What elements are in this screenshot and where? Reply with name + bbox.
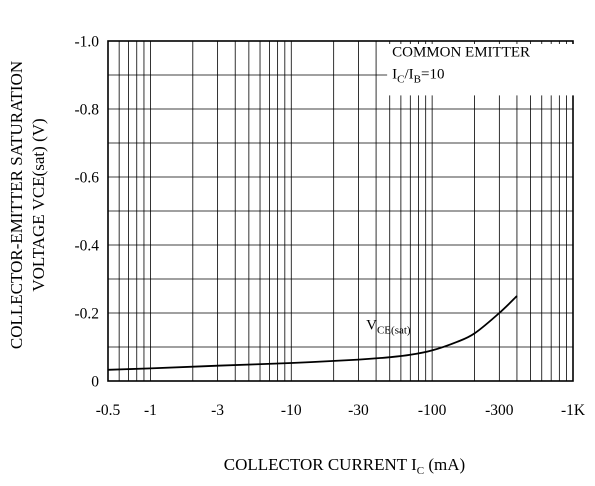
y-axis-title-line1: COLLECTOR-EMITTER SATURATION: [7, 61, 26, 349]
y-tick-label: -0.2: [74, 306, 99, 323]
annotation: COMMON EMITTER IC/IB=10: [387, 44, 588, 96]
annotation-ratio: =10: [421, 66, 444, 82]
plot-frame: [107, 40, 574, 382]
annotation-ic: I: [392, 66, 397, 82]
series-label-main: V: [366, 317, 377, 333]
x-axis-title-main: COLLECTOR CURRENT I: [224, 455, 417, 474]
y-axis-title: COLLECTOR-EMITTER SATURATION VOLTAGE VCE…: [7, 61, 48, 349]
x-axis-title-sub: C: [417, 465, 424, 477]
annotation-ic-sub: C: [397, 73, 404, 85]
x-tick-label: -100: [418, 402, 447, 419]
y-tick-label: 0: [91, 374, 99, 391]
x-tick-label: -1K: [561, 402, 586, 419]
x-axis-ticks: -0.5 -1 -3 -10 -30 -100 -300 -1K: [96, 402, 586, 419]
y-axis-ticks: 0 -0.2 -0.4 -0.6 -0.8 -1.0: [74, 34, 99, 391]
y-tick-label: -0.8: [74, 102, 99, 119]
x-axis-title-unit: (mA): [424, 455, 465, 474]
series-line-vce-sat: [107, 295, 518, 371]
x-tick-label: -30: [348, 402, 369, 419]
annotation-line1: COMMON EMITTER: [392, 44, 530, 60]
annotation-background: [387, 44, 588, 96]
x-tick-label: -0.5: [96, 402, 121, 419]
y-axis-title-line2: VOLTAGE VCE(sat) (V): [29, 118, 48, 291]
series-label-vce-sat: VCE(sat): [366, 317, 411, 336]
y-tick-label: -0.6: [74, 170, 99, 187]
y-tick-label: -1.0: [74, 34, 99, 51]
x-tick-label: -300: [485, 402, 514, 419]
annotation-ib-sub: B: [414, 73, 421, 85]
x-axis-title: COLLECTOR CURRENT IC (mA): [224, 455, 465, 477]
y-tick-label: -0.4: [74, 238, 99, 255]
annotation-ib: /I: [404, 66, 413, 82]
grid: [108, 41, 573, 381]
x-tick-label: -10: [281, 402, 302, 419]
x-tick-label: -1: [144, 402, 157, 419]
series-layer: [107, 295, 518, 371]
x-tick-label: -3: [211, 402, 224, 419]
annotation-line2: IC/IB=10: [392, 66, 444, 85]
series-label-sub: CE(sat): [377, 324, 411, 336]
